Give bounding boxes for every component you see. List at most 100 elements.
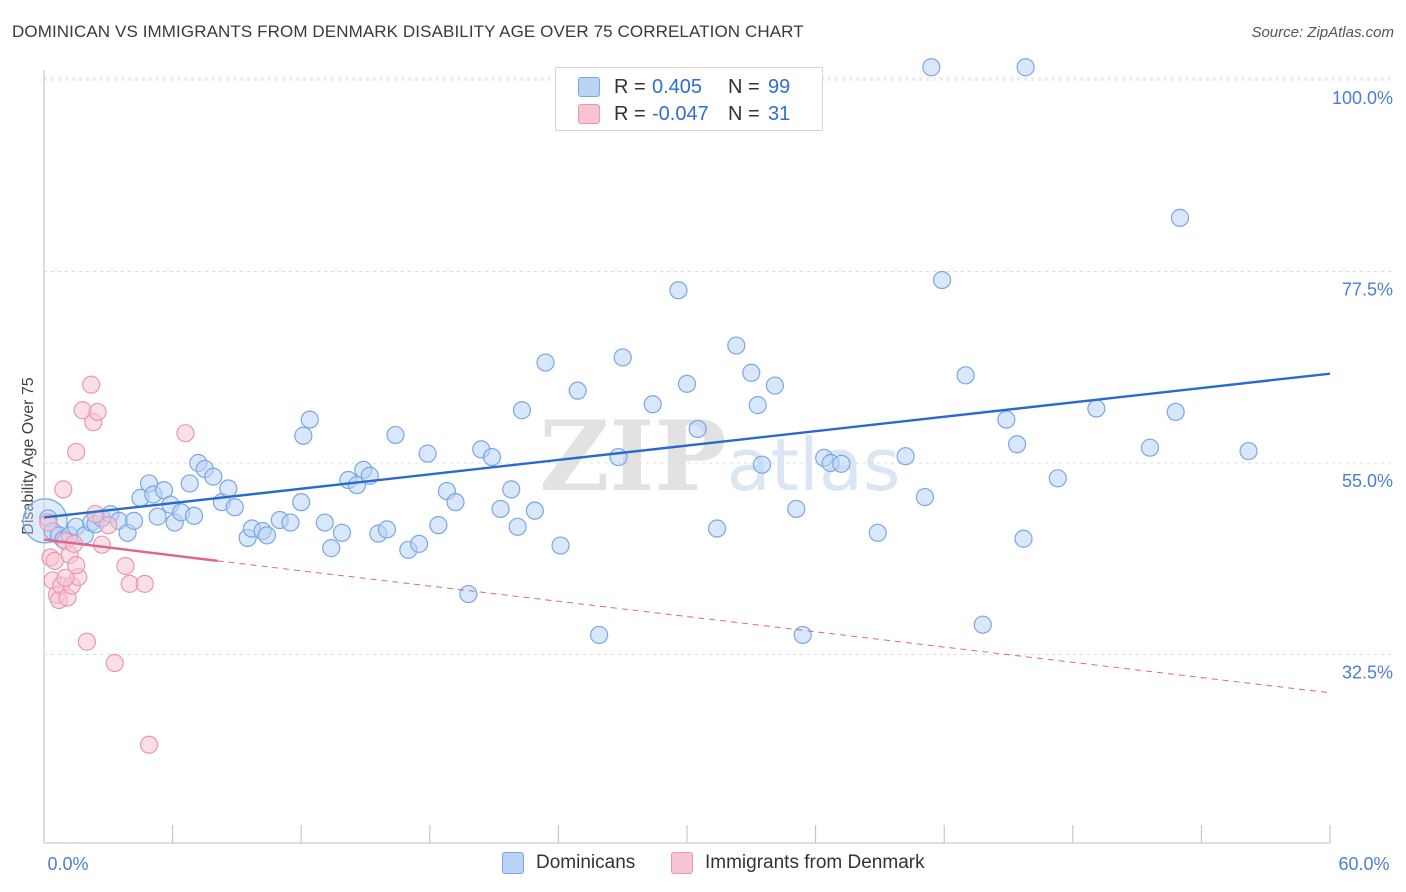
data-point-dominicans — [491, 499, 510, 519]
series-label-dominicans: Dominicans — [536, 852, 636, 873]
data-point-dominicans — [922, 58, 941, 77]
data-point-denmark — [92, 535, 111, 554]
data-point-dominicans — [997, 410, 1016, 429]
y-tick-label: 32.5% — [1342, 663, 1393, 683]
x-tick-label: 0.0% — [47, 854, 88, 874]
data-point-dominicans — [643, 395, 662, 414]
data-point-denmark — [67, 442, 86, 462]
data-point-denmark — [56, 568, 75, 588]
data-point-dominicans — [1170, 208, 1190, 227]
data-point-denmark — [105, 653, 124, 673]
legend-r-label: R = — [614, 102, 646, 125]
data-point-dominicans — [748, 396, 767, 415]
data-point-dominicans — [688, 419, 707, 439]
series-swatch-denmark — [671, 852, 693, 874]
data-point-dominicans — [257, 526, 277, 545]
data-point-dominicans — [609, 447, 628, 467]
data-point-dominicans — [932, 270, 952, 290]
data-point-dominicans — [508, 517, 527, 536]
data-point-dominicans — [896, 447, 915, 466]
data-point-denmark — [139, 735, 159, 754]
data-point-dominicans — [225, 498, 244, 517]
data-point-dominicans — [429, 516, 448, 535]
data-point-dominicans — [482, 447, 502, 467]
data-point-dominicans — [752, 455, 772, 474]
series-legend-denmark: Immigrants from Denmark — [671, 852, 925, 874]
data-point-denmark — [82, 375, 101, 394]
data-point-dominicans — [568, 381, 587, 400]
legend-r-label: R = — [614, 75, 646, 98]
data-point-dominicans — [1048, 469, 1067, 488]
trendline-denmark — [43, 538, 218, 563]
data-point-dominicans — [551, 536, 570, 555]
data-point-denmark — [116, 556, 135, 576]
data-point-dominicans — [386, 425, 405, 445]
y-tick-label: 100.0% — [1332, 88, 1393, 108]
data-point-dominicans — [707, 519, 727, 538]
data-point-dominicans — [377, 520, 397, 539]
chart-title: DOMINICAN VS IMMIGRANTS FROM DENMARK DIS… — [12, 22, 804, 41]
data-point-denmark — [86, 504, 105, 524]
correlation-legend: R = 0.405 N = 99 R = -0.047 N = 31 — [555, 67, 823, 131]
series-legend: Dominicans Immigrants from Denmark — [0, 852, 1406, 876]
data-point-dominicans — [459, 584, 478, 604]
series-swatch-dominicans — [502, 852, 524, 874]
legend-swatch-denmark — [578, 104, 600, 124]
data-point-dominicans — [300, 410, 319, 429]
data-point-dominicans — [1087, 399, 1106, 418]
trendline-denmark-extension — [217, 560, 1331, 694]
legend-row-denmark: R = -0.047 N = 31 — [578, 101, 790, 127]
data-point-dominicans — [765, 376, 784, 395]
data-point-dominicans — [868, 523, 887, 542]
data-point-dominicans — [322, 539, 341, 558]
legend-n-label: N = — [728, 102, 760, 125]
data-point-denmark — [39, 513, 58, 532]
data-point-dominicans — [184, 506, 204, 525]
data-point-dominicans — [1016, 58, 1035, 77]
data-point-dominicans — [742, 363, 761, 382]
data-point-dominicans — [124, 511, 144, 530]
data-point-dominicans — [409, 534, 429, 553]
data-point-dominicans — [204, 467, 223, 486]
legend-swatch-dominicans — [578, 77, 600, 97]
legend-n-value: 99 — [768, 75, 791, 98]
data-point-denmark — [99, 516, 118, 535]
data-point-dominicans — [418, 444, 437, 463]
data-point-dominicans — [1239, 441, 1258, 461]
data-point-dominicans — [315, 513, 334, 532]
data-point-dominicans — [446, 493, 465, 512]
data-point-dominicans — [1166, 402, 1185, 422]
data-point-dominicans — [915, 487, 935, 507]
legend-n-label: N = — [728, 75, 760, 98]
data-point-dominicans — [727, 336, 746, 355]
data-point-dominicans — [502, 480, 521, 499]
y-axis-label: Disability Age Over 75 — [20, 377, 37, 535]
data-point-dominicans — [677, 374, 697, 393]
data-point-dominicans — [512, 401, 532, 420]
data-point-dominicans — [219, 479, 238, 498]
data-point-denmark — [135, 574, 154, 593]
x-tick-label: 60.0% — [1338, 854, 1389, 874]
data-point-dominicans — [294, 426, 313, 445]
legend-r-value: 0.405 — [652, 75, 703, 98]
data-point-dominicans — [1007, 435, 1027, 454]
data-point-denmark — [88, 402, 107, 422]
data-point-dominicans — [525, 501, 544, 520]
y-tick-label: 77.5% — [1342, 280, 1393, 300]
legend-row-dominicans: R = 0.405 N = 99 — [578, 74, 790, 100]
data-point-denmark — [54, 480, 73, 499]
data-point-dominicans — [292, 493, 311, 512]
data-point-dominicans — [832, 454, 851, 473]
data-point-dominicans — [148, 507, 167, 526]
data-point-dominicans — [793, 625, 812, 645]
data-point-dominicans — [1014, 529, 1033, 548]
data-point-dominicans — [281, 513, 300, 532]
data-point-dominicans — [787, 499, 806, 519]
data-point-dominicans — [332, 523, 352, 542]
data-point-dominicans — [973, 615, 992, 634]
data-point-dominicans — [669, 281, 688, 300]
y-tick-label: 55.0% — [1342, 471, 1393, 491]
data-point-denmark — [176, 424, 195, 443]
data-point-dominicans — [180, 474, 199, 493]
